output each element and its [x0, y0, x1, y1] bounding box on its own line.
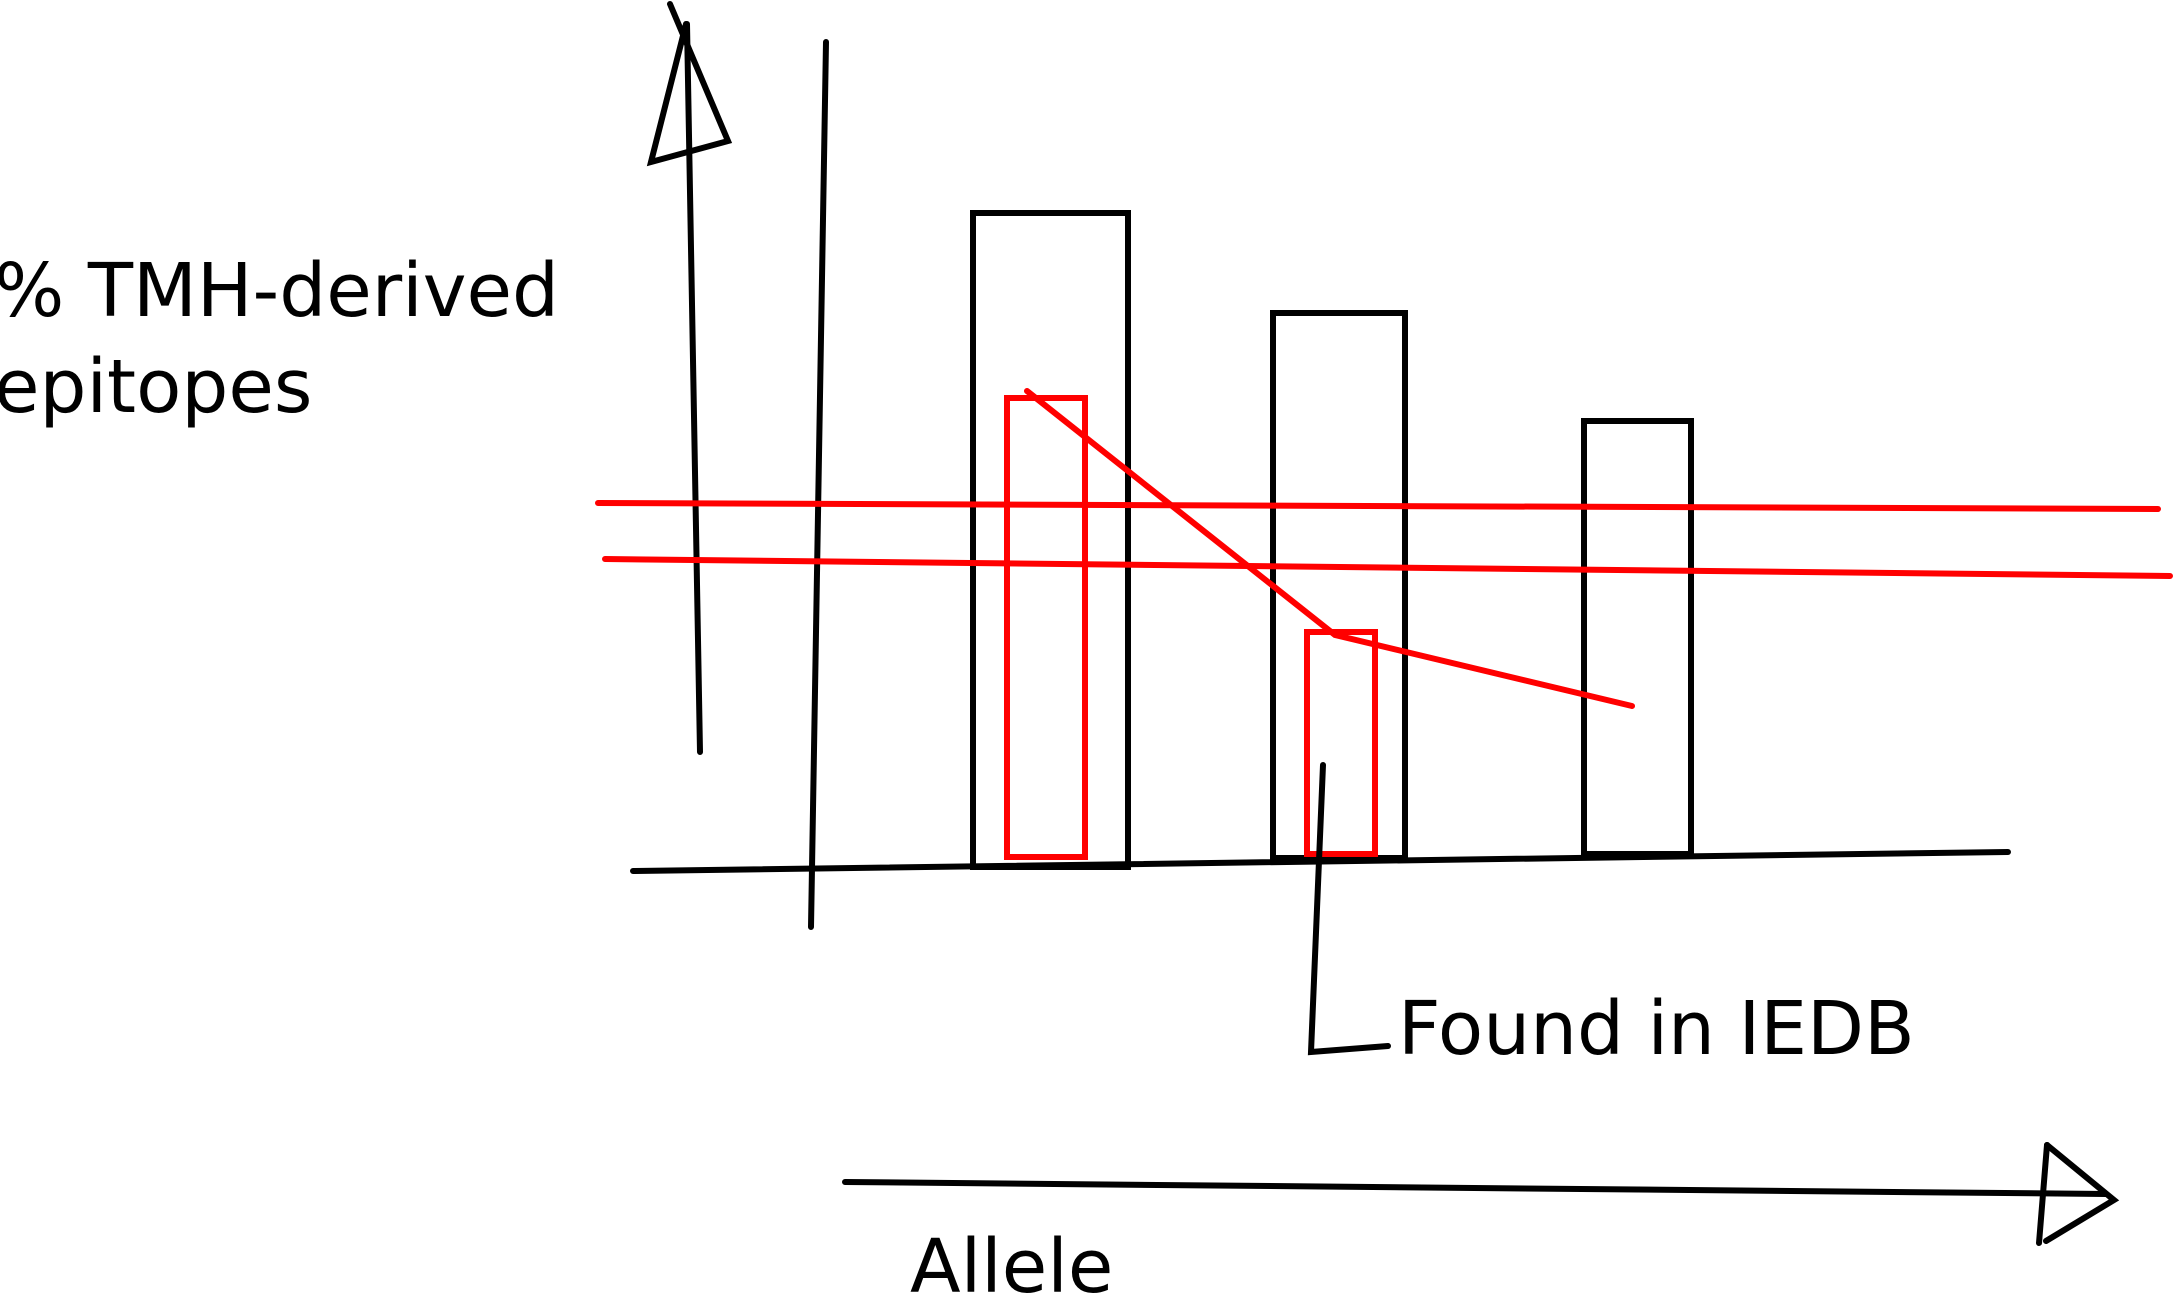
red-bar-1	[1004, 395, 1088, 860]
black-bar-3	[1581, 418, 1694, 857]
y-axis-label-line-1: % TMH-derived	[0, 248, 559, 334]
red-horizontal-line-1	[595, 500, 2161, 512]
x-axis-arrow	[842, 1142, 2120, 1246]
black-bar-2	[1270, 310, 1408, 861]
annotation-leader-line	[1307, 762, 1391, 1056]
red-trend-line	[1024, 388, 1635, 709]
black-bar-1	[970, 210, 1131, 870]
y-axis-label-line-2: epitopes	[0, 344, 312, 430]
annotation-label: Found in IEDB	[1398, 986, 1915, 1072]
red-horizontal-line-2	[602, 556, 2173, 579]
y-axis-arrow	[646, 1, 733, 755]
vertical-divider-line	[808, 39, 829, 930]
x-axis-label: Allele	[910, 1224, 1113, 1297]
red-bar-2	[1304, 629, 1378, 857]
